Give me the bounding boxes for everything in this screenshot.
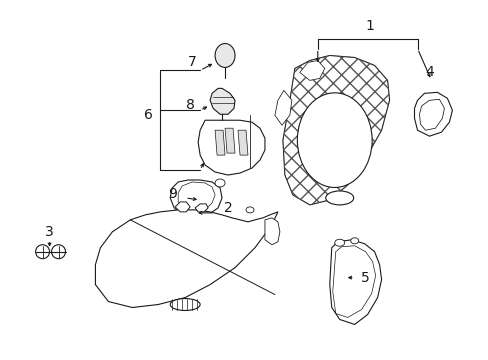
Ellipse shape [350,238,358,244]
Text: 3: 3 [45,225,54,239]
Polygon shape [198,120,264,175]
Ellipse shape [325,191,353,205]
Text: 7: 7 [187,55,196,69]
Ellipse shape [297,93,371,188]
Ellipse shape [215,44,235,67]
Polygon shape [329,240,381,324]
Text: 9: 9 [167,187,176,201]
Ellipse shape [245,207,253,213]
Polygon shape [215,130,224,155]
Ellipse shape [170,298,200,310]
Text: 6: 6 [143,108,152,122]
Polygon shape [274,90,291,125]
Ellipse shape [36,245,49,259]
Polygon shape [299,60,324,80]
Polygon shape [195,204,208,212]
Polygon shape [264,218,279,245]
Polygon shape [224,128,235,153]
Text: 8: 8 [185,98,194,112]
Polygon shape [419,99,444,130]
Text: 4: 4 [424,66,433,80]
Polygon shape [414,92,451,136]
Text: 1: 1 [365,19,373,33]
Ellipse shape [51,245,65,259]
Text: 2: 2 [223,201,232,215]
Ellipse shape [215,179,224,187]
Polygon shape [210,88,235,114]
Polygon shape [170,180,222,218]
Ellipse shape [334,239,344,246]
Polygon shape [283,55,389,205]
Polygon shape [238,130,247,155]
Text: 5: 5 [361,271,369,285]
Polygon shape [95,210,277,307]
Polygon shape [175,202,190,212]
